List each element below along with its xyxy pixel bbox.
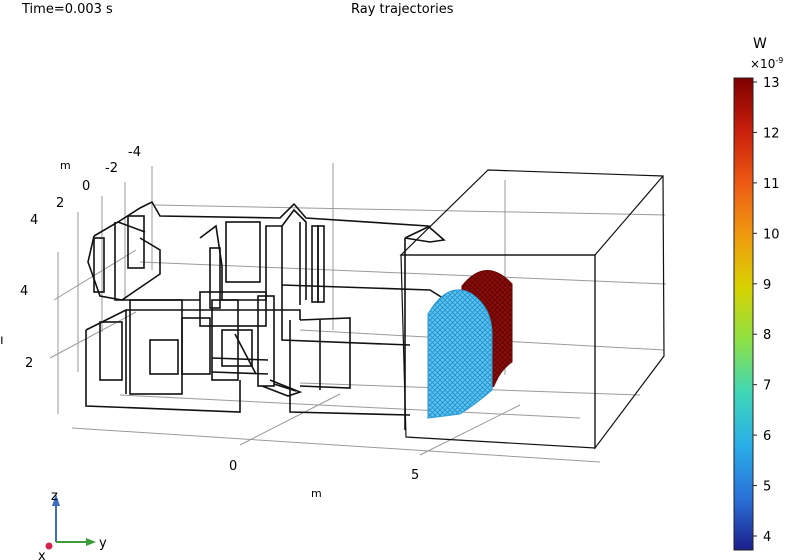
colorbar-tick-label: 12 [763,126,780,141]
ray-wavefront-front [427,289,493,419]
triad-z-label: z [51,489,58,504]
triad-x-label: x [38,549,46,560]
triad-y-label: y [99,536,107,551]
axis-triad: z y x [38,489,107,560]
colorbar-tick-label: 13 [763,76,780,91]
colorbar-tick-label: 4 [763,530,771,545]
house-wireframe [85,200,447,430]
top-tick-2: 0 [82,179,90,194]
time-label: Time=0.003 s [22,2,113,17]
left-clipped-label: ı [0,333,4,348]
colorbar-ticks: 13 12 11 10 9 8 7 6 5 4 [753,76,780,545]
y-arrow-icon [86,538,96,546]
grid-lines [49,163,667,463]
axis-ticks: m -4 -2 0 2 4 4 2 ı 0 5 m [0,145,419,500]
left-axis-unit: m [60,159,71,172]
colorbar-tick-label: 5 [763,480,771,495]
colorbar-unit: W [753,36,767,52]
colorbar-tick-label: 9 [763,278,771,293]
z-arrow-icon [52,494,60,506]
top-tick-1: -2 [105,161,118,176]
colorbar-tick-label: 6 [763,429,771,444]
colorbar-tick-label: 10 [763,227,780,242]
top-tick-3: 2 [56,196,64,211]
colorbar: 13 12 11 10 9 8 7 6 5 4 [733,76,780,551]
colorbar-tick-label: 7 [763,379,771,394]
colorbar-tick-label: 11 [763,177,780,192]
colorbar-bar [733,77,754,551]
ray-wavefronts [427,270,513,419]
left-tick-0: 4 [20,284,28,299]
x-arrow-icon [45,542,53,550]
bottom-tick-0: 0 [229,459,237,474]
bottom-tick-1: 5 [411,468,419,483]
top-tick-4: 4 [30,213,38,228]
top-tick-0: -4 [128,145,141,160]
left-tick-1: 2 [25,356,33,371]
colorbar-exponent: ×10-9 [750,56,784,71]
bottom-axis-unit: m [311,487,322,500]
plot-title: Ray trajectories [351,2,454,17]
colorbar-tick-label: 8 [763,328,771,343]
